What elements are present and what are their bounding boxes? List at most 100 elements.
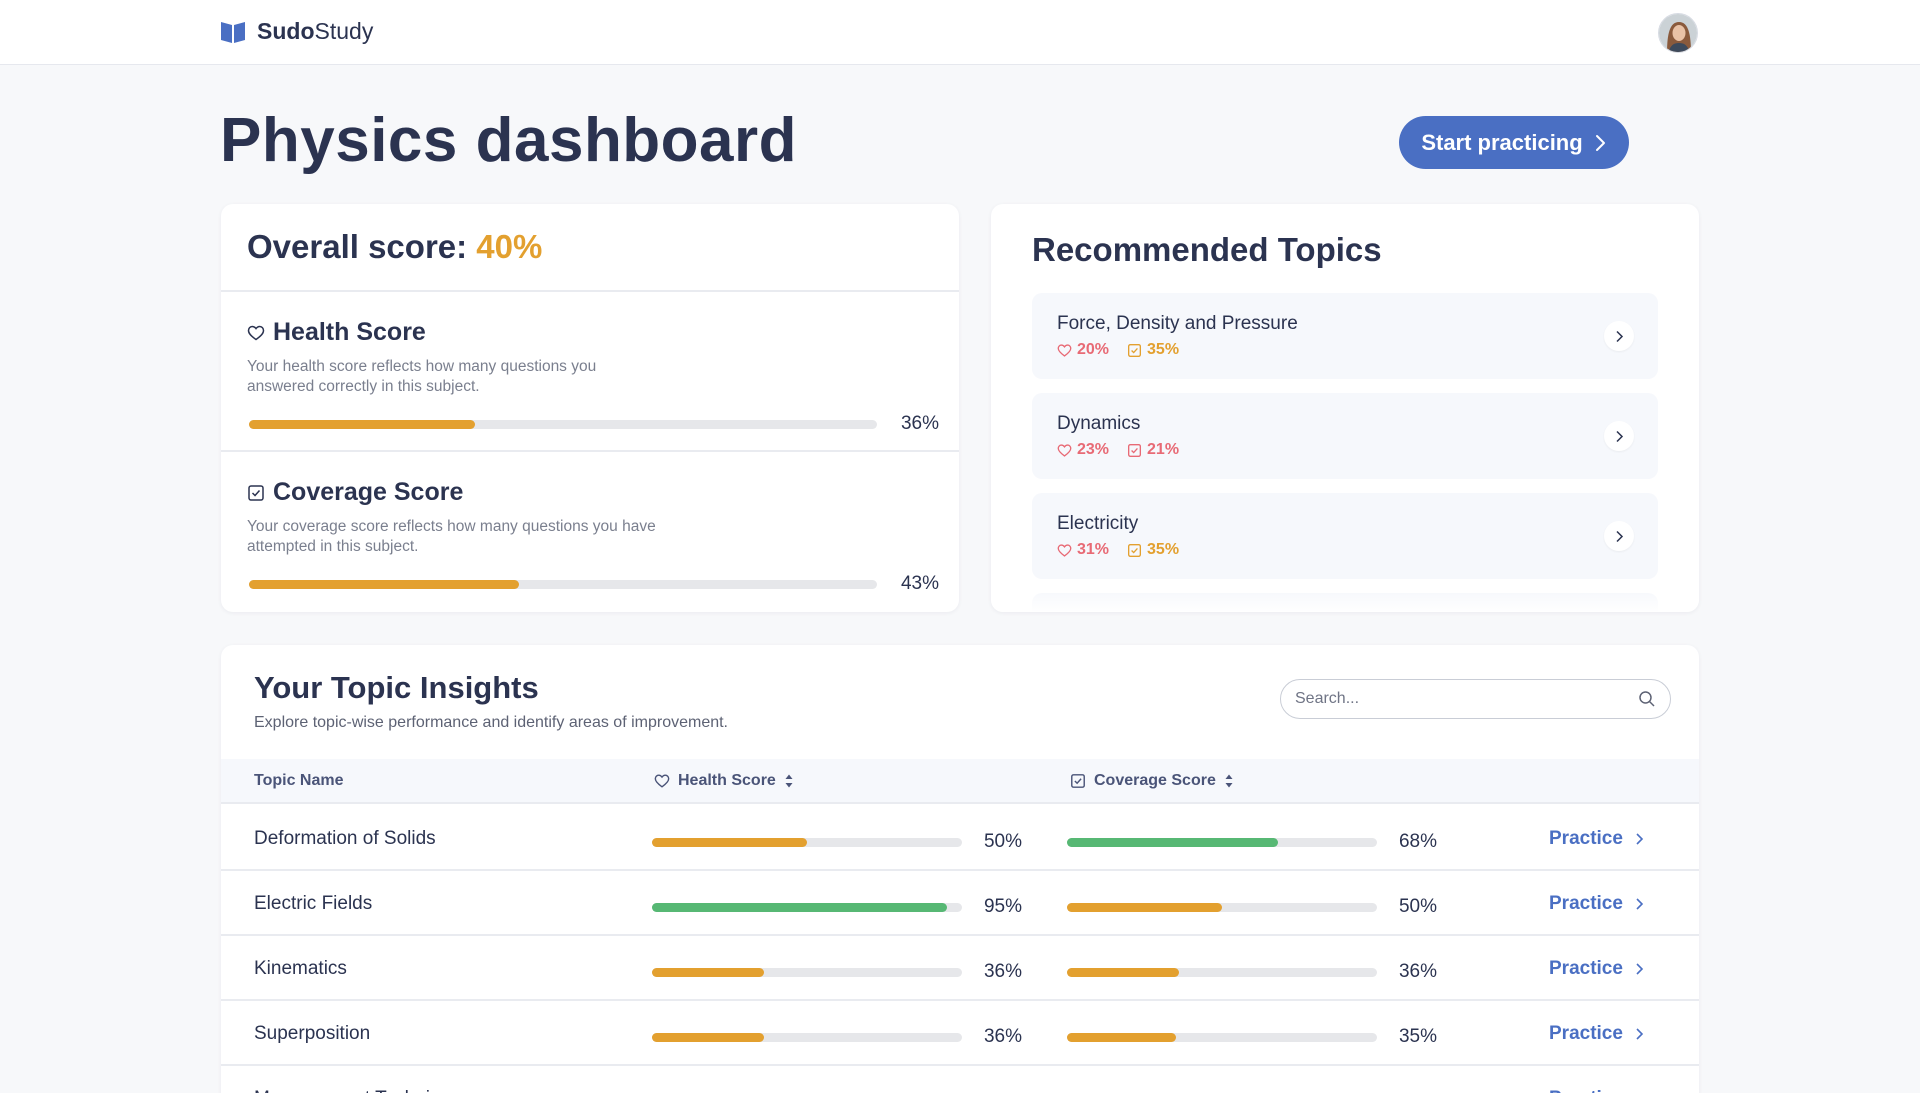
column-topic-name: Topic Name [254, 772, 344, 790]
health-score-track [249, 419, 877, 429]
topic-insights-card: Your Topic Insights Explore topic-wise p… [221, 645, 1699, 1093]
row-coverage-value: 50% [1398, 896, 1437, 917]
checkbox-icon [1071, 774, 1085, 788]
topic-open-button[interactable] [1604, 421, 1634, 451]
heart-icon [1057, 343, 1072, 357]
practice-label: Practice [1549, 893, 1623, 914]
coverage-score-fill [249, 579, 520, 589]
row-coverage-value: 36% [1398, 961, 1437, 982]
topic-open-button[interactable] [1604, 321, 1634, 351]
row-health-value: 36% [983, 1026, 1022, 1047]
recommended-topics-card: Recommended Topics Force, Density and Pr… [991, 204, 1699, 612]
column-coverage-score[interactable]: Coverage Score [1070, 772, 1234, 790]
topic-health-stat: 23% [1057, 441, 1109, 459]
row-health-track [652, 967, 962, 977]
chevron-right-icon [1595, 134, 1605, 151]
brand-logo[interactable]: SudoStudy [219, 17, 373, 45]
practice-link[interactable]: Practice [1549, 824, 1644, 854]
health-score-fill [249, 419, 476, 429]
chevron-right-icon [1636, 833, 1644, 845]
chevron-right-icon [1615, 430, 1623, 442]
practice-link[interactable]: Practice [1549, 889, 1644, 919]
brand-name: SudoStudy [257, 18, 373, 45]
heart-icon [247, 325, 265, 340]
row-health-value: 95% [983, 896, 1022, 917]
practice-link[interactable]: Practice [1549, 954, 1644, 984]
topic-coverage-value: 21% [1147, 441, 1180, 458]
topic-health-stat: 20% [1057, 341, 1109, 359]
topic-health-value: 23% [1077, 441, 1110, 458]
coverage-score-description: Your coverage score reflects how many qu… [247, 518, 656, 555]
topic-name: Electric Fields [254, 893, 373, 914]
row-coverage-score: 30% [1067, 1091, 1437, 1093]
overall-score-heading: Overall score: 40% [221, 204, 959, 292]
topic-name: Deformation of Solids [254, 828, 436, 849]
row-health-track [652, 837, 962, 847]
recommended-topic-item[interactable]: Dynamics 23% 21% [1032, 393, 1658, 479]
sort-icon[interactable] [784, 772, 794, 790]
row-health-track [652, 902, 962, 912]
row-health-fill [652, 1032, 764, 1042]
row-coverage-score: 50% [1067, 896, 1437, 917]
recommended-topic-stats: 31% 35% [1057, 541, 1179, 559]
health-score-progress: 36% [249, 412, 939, 436]
topic-coverage-stat: 35% [1127, 541, 1179, 559]
row-health-fill [652, 902, 947, 912]
row-health-value: 36% [983, 961, 1022, 982]
row-health-fill [652, 967, 764, 977]
coverage-score-title-text: Coverage Score [273, 478, 464, 506]
topic-insights-subtitle: Explore topic-wise performance and ident… [254, 714, 728, 731]
chevron-right-icon [1636, 963, 1644, 975]
heart-icon [1057, 543, 1072, 557]
checkbox-icon [248, 484, 264, 501]
row-coverage-value: 35% [1398, 1026, 1437, 1047]
health-score-title-text: Health Score [273, 318, 426, 346]
health-score-value: 36% [900, 413, 939, 434]
row-coverage-track [1067, 967, 1377, 977]
overall-score-value: 40% [476, 228, 543, 265]
table-row: Measurement Techniques 35% 30% Practice [221, 1066, 1699, 1093]
heart-icon [1057, 443, 1072, 457]
brand-name-bold: Sudo [257, 17, 315, 44]
recommended-topic-item[interactable]: Force, Density and Pressure 20% 35% [1032, 293, 1658, 379]
health-score-section: Health Score Your health score reflects … [221, 294, 959, 452]
topic-name: Kinematics [254, 958, 347, 979]
checkbox-icon [1128, 543, 1142, 557]
topic-coverage-value: 35% [1147, 541, 1180, 558]
recommended-topic-stats: 20% 35% [1057, 341, 1179, 359]
overall-score-card: Overall score: 40% Health Score Your hea… [221, 204, 959, 612]
topic-health-stat: 31% [1057, 541, 1109, 559]
start-practicing-button[interactable]: Start practicing [1399, 116, 1629, 169]
row-coverage-fill [1067, 1032, 1176, 1042]
start-practicing-label: Start practicing [1421, 129, 1583, 155]
topic-open-button[interactable] [1604, 521, 1634, 551]
row-health-score: 36% [652, 1026, 1022, 1047]
recommended-topics-title: Recommended Topics [1032, 231, 1382, 268]
practice-link[interactable]: Practice [1549, 1084, 1644, 1093]
row-health-score: 35% [652, 1091, 1022, 1093]
topic-coverage-value: 35% [1147, 341, 1180, 358]
sort-icon[interactable] [1224, 772, 1234, 790]
avatar[interactable] [1658, 13, 1698, 53]
table-row: Kinematics 36% 36% Practice [221, 936, 1699, 1001]
row-coverage-track [1067, 837, 1377, 847]
row-coverage-fill [1067, 967, 1179, 977]
chevron-right-icon [1615, 330, 1623, 342]
row-coverage-track [1067, 1032, 1377, 1042]
row-coverage-score: 36% [1067, 961, 1437, 982]
row-health-value: 50% [983, 831, 1022, 852]
search-icon[interactable] [1638, 690, 1656, 708]
coverage-score-section: Coverage Score Your coverage score refle… [221, 454, 959, 612]
recommended-topic-name: Dynamics [1057, 413, 1141, 434]
recommended-topic-item[interactable]: Electricity 31% 35% [1032, 493, 1658, 579]
coverage-score-title: Coverage Score [247, 478, 959, 507]
recommended-topic-stats: 23% 21% [1057, 441, 1179, 459]
coverage-score-progress: 43% [249, 572, 939, 596]
table-row: Superposition 36% 35% Practice [221, 1001, 1699, 1066]
scroll-fade [991, 590, 1699, 612]
search-input[interactable] [1280, 679, 1671, 719]
row-coverage-score: 35% [1067, 1026, 1437, 1047]
column-health-score[interactable]: Health Score [654, 772, 794, 790]
topic-name: Superposition [254, 1023, 371, 1044]
practice-link[interactable]: Practice [1549, 1019, 1644, 1049]
